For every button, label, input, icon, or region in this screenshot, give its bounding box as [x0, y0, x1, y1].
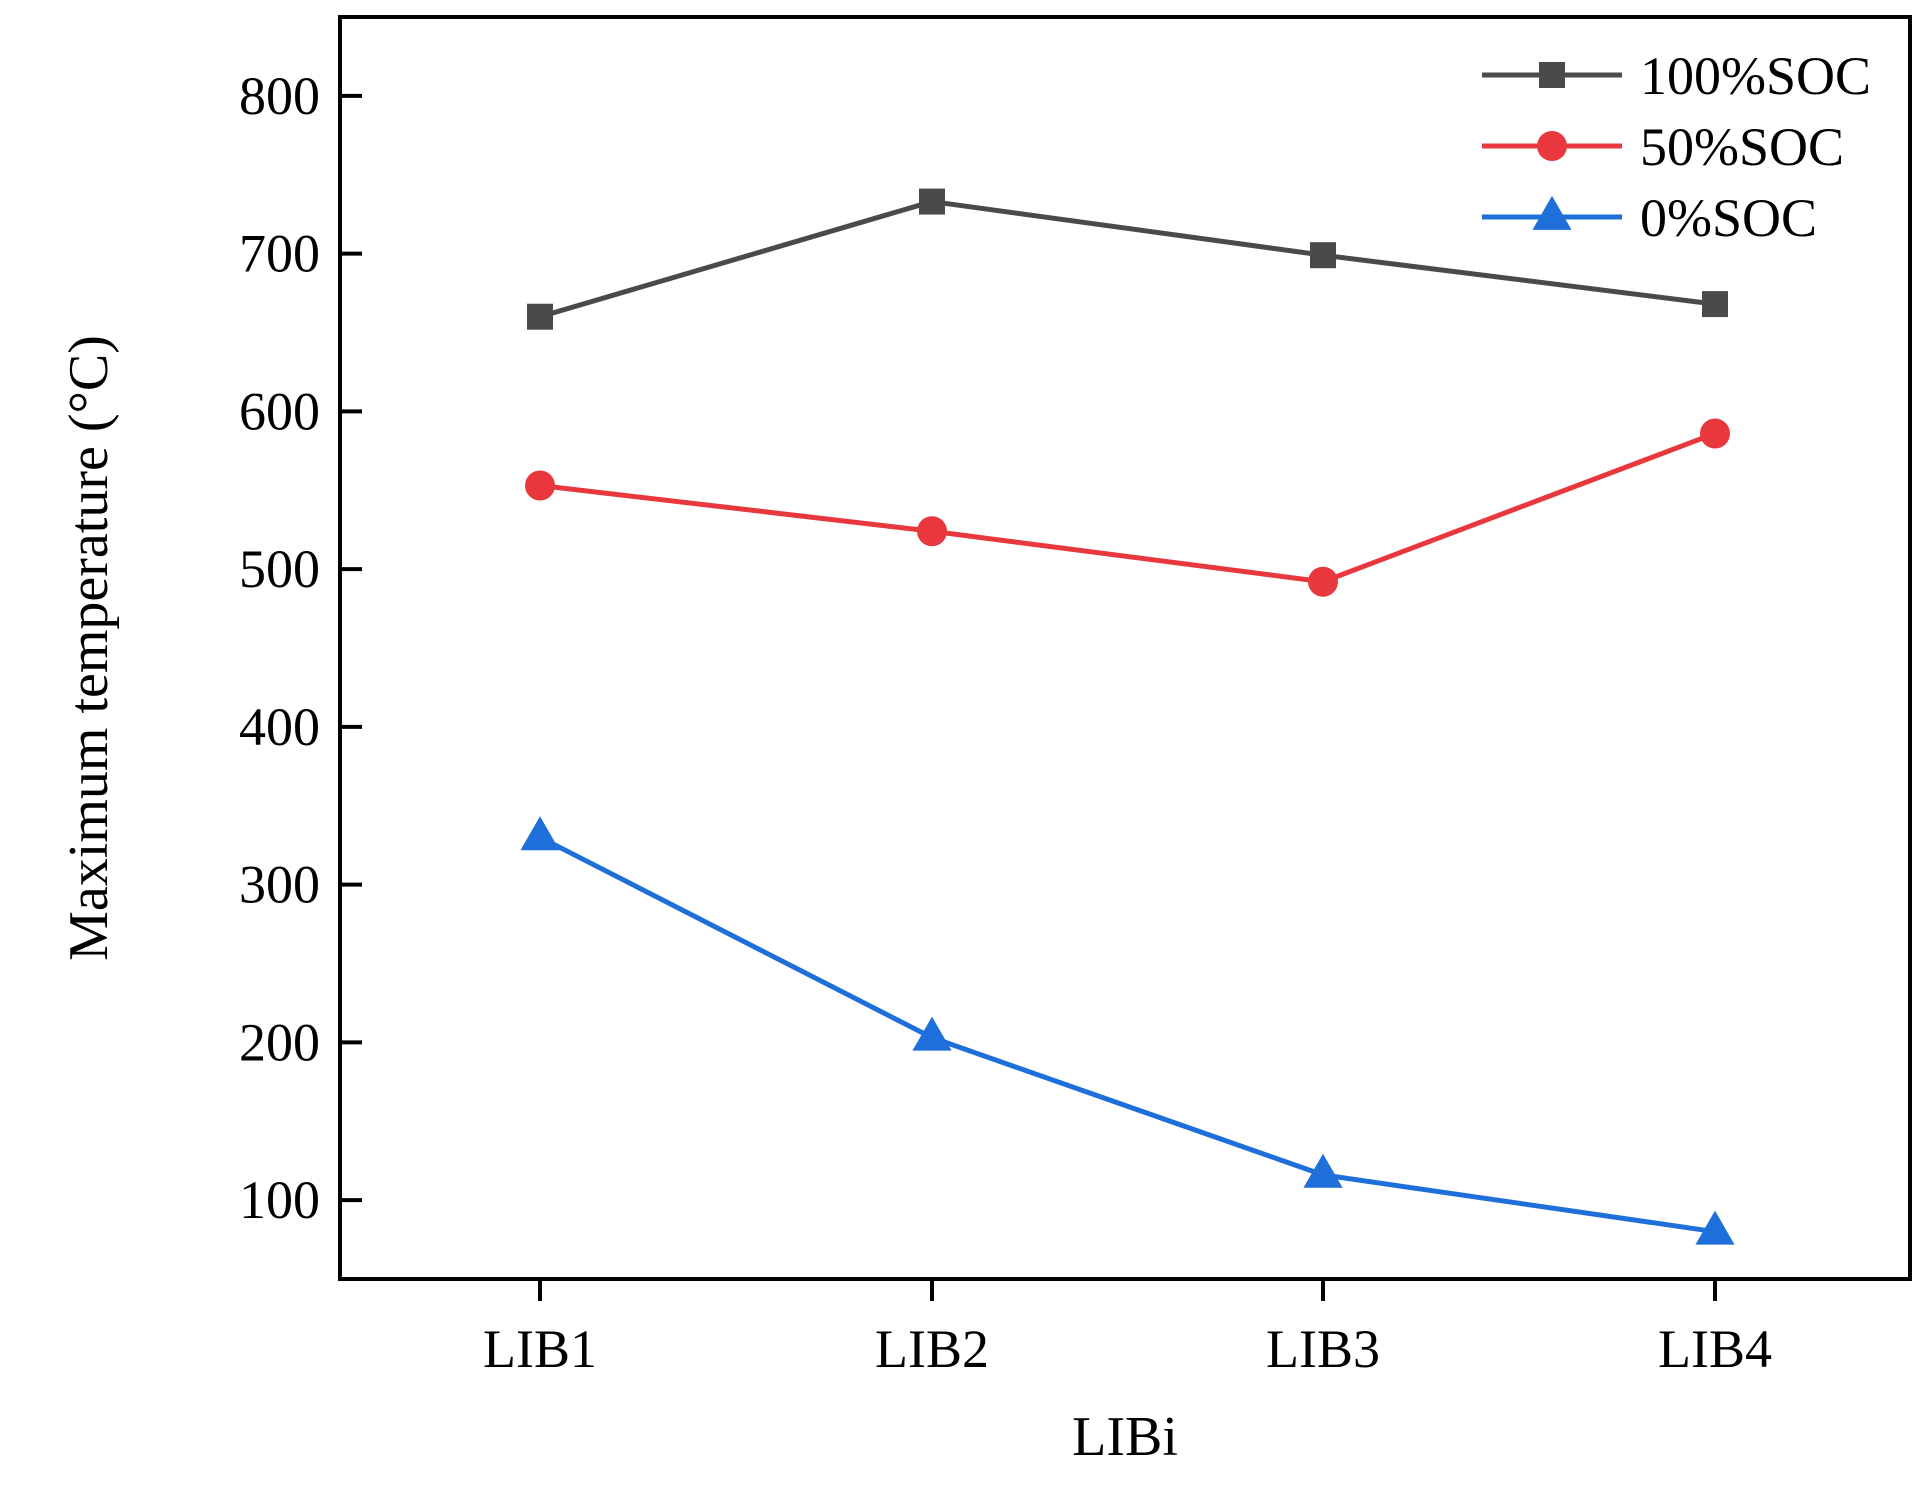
- data-point: [1700, 418, 1730, 449]
- legend-label: 0%SOC: [1640, 188, 1817, 248]
- legend-marker: [1539, 62, 1565, 88]
- series-100pctsoc: [527, 188, 1728, 330]
- legend-label: 50%SOC: [1640, 117, 1844, 177]
- legend-label: 100%SOC: [1640, 46, 1871, 106]
- series-layer: [520, 188, 1735, 1245]
- y-tick-label: 200: [239, 1012, 320, 1072]
- data-point: [919, 188, 945, 215]
- series-line: [539, 431, 1716, 585]
- y-axis-title: Maximum temperature (°C): [58, 335, 120, 961]
- x-axis: LIB1 LIB2 LIB3 LIB4: [483, 1279, 1772, 1379]
- legend-item: 50%SOC: [1482, 117, 1844, 177]
- legend-item: 100%SOC: [1482, 46, 1871, 106]
- x-tick-label: LIB2: [875, 1319, 989, 1379]
- data-point: [912, 1016, 952, 1051]
- data-point: [527, 303, 553, 330]
- y-tick-label: 600: [239, 381, 320, 441]
- y-tick-label: 700: [239, 224, 320, 284]
- data-point: [1695, 1210, 1735, 1245]
- y-tick-label: 800: [239, 66, 320, 126]
- data-point: [1310, 242, 1336, 269]
- y-tick-label: 100: [239, 1170, 320, 1230]
- y-tick-label: 400: [239, 697, 320, 757]
- y-tick-label: 300: [239, 855, 320, 915]
- plot-frame: [338, 15, 1912, 1281]
- legend-marker: [1537, 131, 1567, 161]
- series-0pctsoc: [520, 816, 1735, 1245]
- series-50pctsoc: [525, 418, 1730, 597]
- data-point: [1702, 291, 1728, 318]
- data-point: [520, 816, 560, 851]
- y-axis: 100 200 300 400 500 600 700 800: [239, 66, 362, 1230]
- series-line: [539, 199, 1716, 320]
- legend-marker: [1532, 195, 1572, 230]
- legend: 100%SOC 50%SOC 0%SOC: [1482, 46, 1871, 248]
- y-tick-label: 500: [239, 539, 320, 599]
- series-line: [538, 835, 1716, 1235]
- x-tick-label: LIB1: [483, 1319, 597, 1379]
- data-point: [1303, 1153, 1343, 1188]
- legend-item: 0%SOC: [1482, 188, 1817, 248]
- x-tick-label: LIB3: [1266, 1319, 1380, 1379]
- x-tick-label: LIB4: [1658, 1319, 1772, 1379]
- data-point: [917, 516, 947, 547]
- data-point: [525, 470, 555, 501]
- x-axis-title: LIBi: [1072, 1406, 1178, 1468]
- data-point: [1308, 566, 1338, 597]
